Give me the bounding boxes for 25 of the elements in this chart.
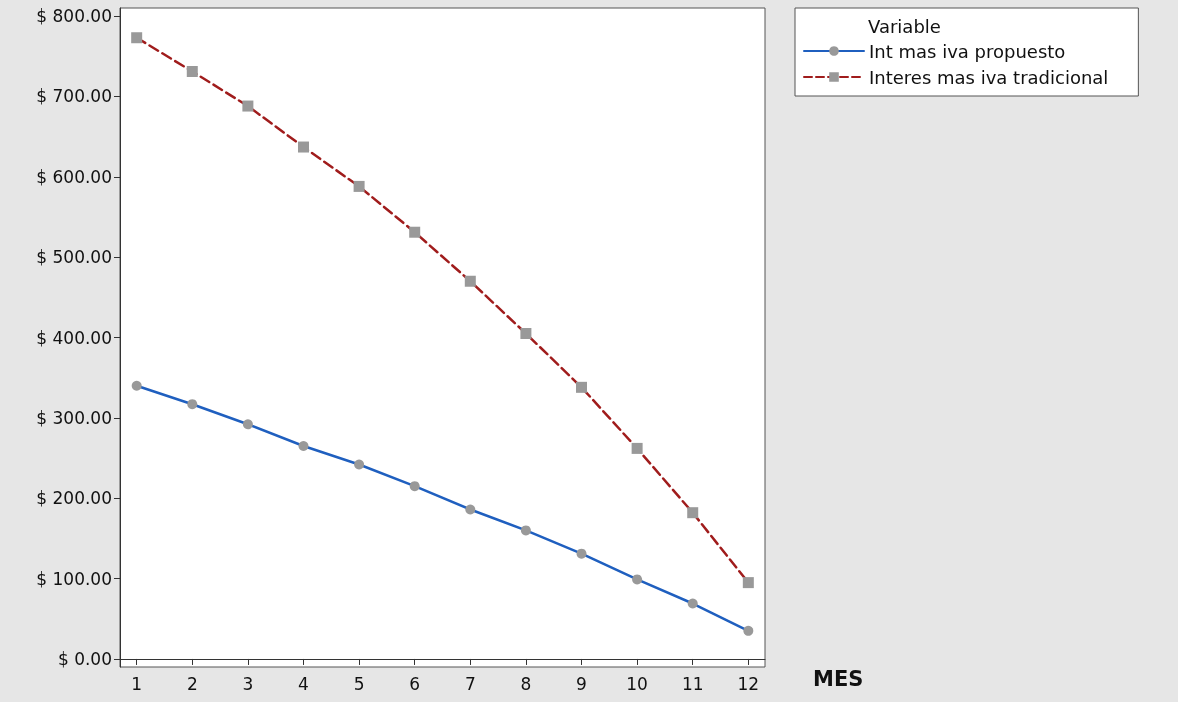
y-tick-label: $ 0.00 (57, 648, 112, 669)
y-tick-label: $ 300.00 (36, 407, 112, 428)
x-tick-label: 2 (186, 673, 198, 694)
y-tick-label: $ 800.00 (36, 6, 112, 27)
y-tick-label: $ 500.00 (36, 247, 112, 268)
legend-label: Int mas iva propuesto (869, 40, 1066, 62)
x-tick-label: 8 (520, 673, 532, 694)
legend-label: Interes mas iva tradicional (869, 66, 1109, 88)
x-tick-label: 7 (464, 673, 476, 694)
x-tick-label: 3 (242, 673, 254, 694)
legend-title: Variable (868, 15, 941, 37)
x-tick-label: 5 (353, 673, 365, 694)
x-tick-label: 12 (737, 673, 760, 694)
x-tick-label: 1 (131, 673, 143, 694)
y-tick-label: $ 400.00 (36, 327, 112, 348)
y-tick-label: $ 200.00 (36, 488, 112, 509)
y-tick-label: $ 600.00 (36, 166, 112, 187)
x-tick-label: 6 (409, 673, 421, 694)
y-tick-label: $ 700.00 (36, 86, 112, 107)
x-tick-label: 4 (298, 673, 309, 694)
x-tick-label: 9 (576, 673, 587, 694)
x-axis-title: MES (813, 666, 864, 691)
x-tick-label: 10 (626, 673, 648, 694)
x-tick-label: 11 (681, 673, 704, 694)
y-tick-label: $ 100.00 (36, 568, 112, 589)
